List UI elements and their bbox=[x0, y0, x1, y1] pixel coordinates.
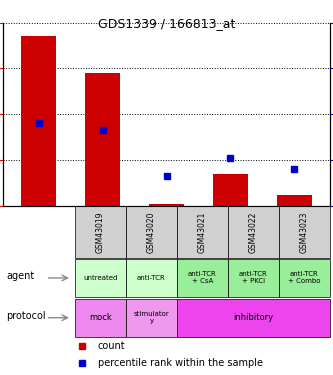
Bar bbox=[85, 73, 120, 206]
Bar bbox=[75, 259, 126, 297]
Text: agent: agent bbox=[7, 271, 35, 281]
Bar bbox=[279, 259, 330, 297]
Text: anti-TCR
+ Combo: anti-TCR + Combo bbox=[288, 272, 320, 285]
Text: anti-TCR
+ PKCi: anti-TCR + PKCi bbox=[239, 272, 268, 285]
Text: percentile rank within the sample: percentile rank within the sample bbox=[98, 358, 263, 368]
Bar bbox=[126, 298, 177, 337]
Text: anti-TCR
+ CsA: anti-TCR + CsA bbox=[188, 272, 217, 285]
Text: inhibitory: inhibitory bbox=[233, 313, 273, 322]
Text: mock: mock bbox=[89, 313, 112, 322]
Text: GDS1339 / 166813_at: GDS1339 / 166813_at bbox=[98, 17, 235, 30]
Bar bbox=[228, 206, 279, 258]
Bar bbox=[228, 259, 279, 297]
Text: GSM43019: GSM43019 bbox=[96, 211, 105, 253]
Bar bbox=[277, 195, 312, 206]
Bar bbox=[177, 259, 228, 297]
Bar bbox=[149, 204, 184, 206]
Bar bbox=[177, 298, 330, 337]
Bar bbox=[177, 206, 228, 258]
Bar bbox=[75, 206, 126, 258]
Text: GSM43023: GSM43023 bbox=[300, 211, 309, 253]
Text: GSM43021: GSM43021 bbox=[198, 211, 207, 253]
Text: GSM43022: GSM43022 bbox=[249, 211, 258, 253]
Bar bbox=[75, 298, 126, 337]
Text: GSM43020: GSM43020 bbox=[147, 211, 156, 253]
Text: anti-TCR: anti-TCR bbox=[137, 275, 166, 281]
Bar bbox=[126, 206, 177, 258]
Bar bbox=[279, 206, 330, 258]
Text: count: count bbox=[98, 341, 126, 351]
Bar bbox=[213, 174, 248, 206]
Text: stimulator
y: stimulator y bbox=[134, 311, 169, 324]
Bar bbox=[126, 259, 177, 297]
Text: untreated: untreated bbox=[83, 275, 118, 281]
Bar bbox=[21, 36, 56, 206]
Text: protocol: protocol bbox=[7, 311, 46, 321]
